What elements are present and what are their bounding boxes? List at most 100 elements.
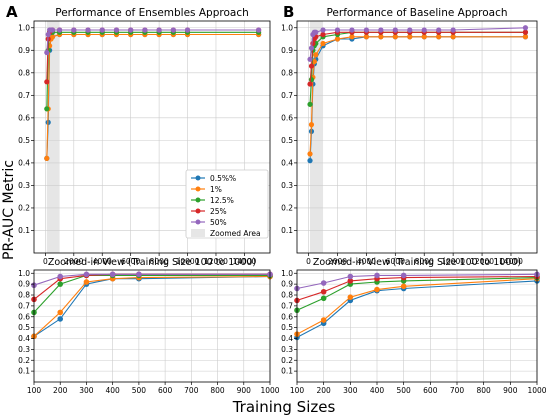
data-point bbox=[307, 56, 313, 62]
y-tick-label: 0.8 bbox=[281, 68, 293, 77]
y-tick-label: 0.4 bbox=[281, 158, 293, 167]
x-tick-label: 10000 bbox=[176, 257, 200, 266]
data-point bbox=[421, 34, 427, 40]
x-tick-label: 6000 bbox=[386, 257, 405, 266]
x-tick-label: 500 bbox=[132, 386, 147, 395]
data-point bbox=[311, 58, 317, 65]
data-point bbox=[45, 31, 51, 38]
y-tick-label: 0.5 bbox=[281, 323, 293, 332]
data-point bbox=[128, 27, 134, 33]
y-tick-label: 0.2 bbox=[18, 356, 30, 365]
data-point bbox=[85, 27, 91, 33]
y-tick-label: 0.8 bbox=[18, 291, 30, 300]
data-point bbox=[308, 45, 315, 51]
series-line-50% bbox=[296, 273, 538, 290]
series-line-0.5% bbox=[296, 280, 538, 338]
figure-ylabel: PR-AUC Metric bbox=[1, 160, 17, 260]
legend-swatch-marker bbox=[195, 219, 201, 225]
data-point bbox=[156, 27, 162, 33]
y-tick-label: 0.6 bbox=[18, 113, 30, 122]
data-point bbox=[378, 27, 384, 33]
data-point bbox=[83, 279, 90, 285]
y-tick-label: 0.9 bbox=[281, 46, 293, 55]
x-tick-label: 2000 bbox=[328, 257, 347, 266]
panel-letter-a: A bbox=[6, 3, 18, 21]
y-tick-label: 0.1 bbox=[18, 367, 30, 376]
y-tick-label: 1.0 bbox=[18, 23, 30, 32]
data-point bbox=[44, 49, 50, 56]
x-tick-label: 14000 bbox=[499, 257, 523, 266]
data-point bbox=[334, 27, 341, 33]
data-point bbox=[378, 34, 384, 40]
y-tick-label: 0.4 bbox=[18, 334, 30, 343]
data-point bbox=[392, 27, 398, 33]
zoomed-area-band bbox=[46, 21, 60, 253]
legend-label: 25% bbox=[210, 207, 227, 216]
legend-label: 12.5% bbox=[210, 196, 234, 205]
y-tick-label: 0.3 bbox=[18, 345, 30, 354]
x-tick-label: 600 bbox=[423, 386, 438, 395]
panel-c: 0.1 0.2 0.3 0.4 0.5 0.6 0.70.8 0.9 1.0 100 200 300 4… bbox=[18, 257, 280, 395]
data-point bbox=[49, 27, 56, 33]
data-point bbox=[334, 36, 341, 42]
data-point bbox=[313, 29, 319, 35]
data-point bbox=[400, 272, 407, 279]
y-tick-label: 0.4 bbox=[18, 158, 30, 167]
plot-area bbox=[34, 270, 270, 382]
panel-d: 0.1 0.2 0.3 0.4 0.5 0.6 0.70.8 0.9 1.0 100 200 300 4… bbox=[281, 257, 547, 395]
y-tick-label: 0.7 bbox=[281, 91, 293, 100]
x-tick-label: 700 bbox=[184, 386, 199, 395]
data-point bbox=[184, 27, 191, 33]
panel-a: 0.1 0.2 0.3 0.4 0.5 0.6 0.7 0.8 0.9 1.0 0 2000 4000 6… bbox=[18, 7, 271, 266]
data-point bbox=[320, 27, 326, 33]
data-point bbox=[450, 27, 456, 33]
x-tick-label: 4000 bbox=[93, 257, 112, 266]
x-tick-label: 10000 bbox=[441, 257, 465, 266]
data-point bbox=[109, 271, 116, 278]
panel-b: 0.1 0.2 0.3 0.4 0.5 0.6 0.7 0.8 0.9 1.0 0 2000 4000 6… bbox=[281, 7, 538, 266]
data-point bbox=[436, 27, 442, 33]
data-point bbox=[349, 27, 355, 33]
x-tick-label: 900 bbox=[237, 386, 252, 395]
data-point bbox=[374, 272, 380, 279]
x-tick-label: 1000 bbox=[260, 386, 279, 395]
data-point bbox=[307, 81, 313, 87]
series-line-1% bbox=[46, 33, 259, 159]
data-point bbox=[320, 288, 327, 295]
series-line-1% bbox=[33, 275, 271, 337]
x-tick-label: 700 bbox=[450, 386, 465, 395]
plot-frame bbox=[296, 20, 538, 254]
x-tick-label: 200 bbox=[317, 386, 332, 395]
data-point bbox=[320, 31, 326, 38]
x-tick-label: 400 bbox=[106, 386, 121, 395]
data-point bbox=[57, 281, 64, 287]
legend-label: 1% bbox=[210, 185, 222, 194]
y-tick-label: 0.8 bbox=[281, 291, 293, 300]
data-point bbox=[256, 27, 262, 33]
data-point bbox=[308, 122, 315, 128]
x-tick-label: 500 bbox=[397, 386, 412, 395]
series-line-0.5% bbox=[33, 275, 271, 337]
data-point bbox=[49, 34, 56, 40]
y-tick-label: 0.7 bbox=[18, 301, 30, 310]
series-line-50% bbox=[33, 273, 270, 286]
series-line-1% bbox=[309, 36, 526, 154]
data-point bbox=[407, 34, 413, 40]
data-point bbox=[57, 309, 64, 316]
y-tick-label: 0.3 bbox=[281, 181, 293, 190]
plot-area bbox=[297, 270, 537, 382]
x-tick-label: 100 bbox=[27, 386, 42, 395]
data-point bbox=[44, 155, 50, 161]
data-point bbox=[436, 34, 442, 40]
y-tick-label: 1.0 bbox=[281, 269, 293, 278]
x-tick-label: 4000 bbox=[357, 257, 376, 266]
y-tick-label: 1.0 bbox=[18, 269, 30, 278]
y-tick-label: 0.2 bbox=[281, 356, 293, 365]
data-point bbox=[142, 27, 148, 33]
legend-box bbox=[185, 169, 269, 239]
y-tick-label: 0.5 bbox=[281, 136, 293, 145]
legend-swatch-marker bbox=[195, 208, 201, 214]
data-point bbox=[320, 317, 327, 323]
legend: 0.5%% 1% 12.5% 25% 50% Zoomed Area bbox=[185, 169, 269, 239]
y-tick-label: 0.5 bbox=[18, 136, 30, 145]
